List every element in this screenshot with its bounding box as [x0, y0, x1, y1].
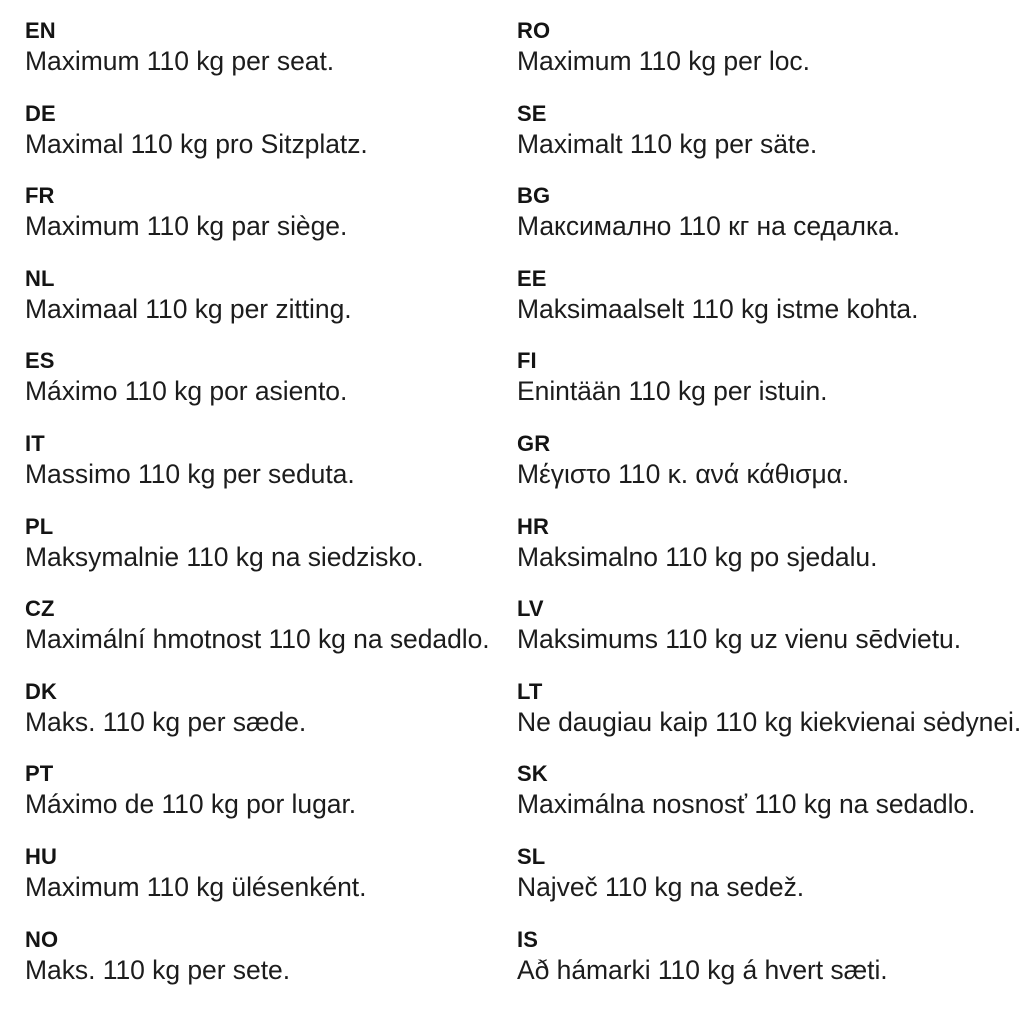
language-entry: GR Μέγιστο 110 κ. ανά κάθισμα. — [517, 431, 1024, 514]
language-text: Maksimums 110 kg uz vienu sēdvietu. — [517, 624, 962, 655]
language-entry: RO Maximum 110 kg per loc. — [517, 18, 1024, 101]
language-entry: DK Maks. 110 kg per sæde. — [25, 679, 517, 762]
language-code: BG — [517, 183, 551, 209]
language-entry: HU Maximum 110 kg ülésenként. — [25, 844, 517, 927]
language-code: HU — [25, 843, 57, 869]
language-entry: PT Máximo de 110 kg por lugar. — [25, 761, 517, 844]
language-entry: NL Maximaal 110 kg per zitting. — [25, 266, 517, 349]
language-text: Maximal 110 kg pro Sitzplatz. — [25, 128, 368, 159]
language-entry: FR Maximum 110 kg par siège. — [25, 183, 517, 266]
language-entry: EE Maksimaalselt 110 kg istme kohta. — [517, 266, 1024, 349]
language-code: DE — [25, 100, 56, 126]
language-code: SK — [517, 761, 548, 787]
language-code: IT — [25, 430, 45, 456]
language-entry: DE Maximal 110 kg pro Sitzplatz. — [25, 101, 517, 184]
language-code: RO — [517, 18, 551, 43]
language-entry: SL Največ 110 kg na sedež. — [517, 844, 1024, 927]
language-text: Maximaal 110 kg per zitting. — [25, 293, 352, 324]
language-code: CZ — [25, 596, 55, 622]
language-entry: ES Máximo 110 kg por asiento. — [25, 348, 517, 431]
language-entry: IT Massimo 110 kg per seduta. — [25, 431, 517, 514]
language-code: PL — [25, 513, 54, 539]
language-code: DK — [25, 678, 57, 704]
language-text: Maks. 110 kg per sete. — [25, 954, 291, 985]
language-code: GR — [517, 430, 551, 456]
language-text: Maksymalnie 110 kg na siedzisko. — [25, 541, 424, 572]
language-entry: HR Maksimalno 110 kg po sjedalu. — [517, 514, 1024, 597]
language-code: EE — [517, 265, 547, 291]
language-text: Massimo 110 kg per seduta. — [25, 458, 355, 489]
language-code: LT — [517, 678, 543, 704]
language-entry: SE Maximalt 110 kg per säte. — [517, 101, 1024, 184]
language-entry: LT Ne daugiau kaip 110 kg kiekvienai sėd… — [517, 679, 1024, 762]
language-text: Máximo 110 kg por asiento. — [25, 376, 348, 407]
language-entry: NO Maks. 110 kg per sete. — [25, 927, 517, 1010]
language-code: NL — [25, 265, 55, 291]
language-code: ES — [25, 348, 55, 374]
language-text: Maksimalno 110 kg po sjedalu. — [517, 541, 878, 572]
language-entry: IS Að hámarki 110 kg á hvert sæti. — [517, 927, 1024, 1010]
language-text: Maks. 110 kg per sæde. — [25, 706, 307, 737]
language-text: Maximálna nosnosť 110 kg na sedadlo. — [517, 789, 976, 820]
language-text: Največ 110 kg na sedež. — [517, 871, 805, 902]
right-column: RO Maximum 110 kg per loc. SE Maximalt 1… — [517, 18, 1024, 1024]
language-text: Maximum 110 kg par siège. — [25, 211, 348, 242]
language-entry: LV Maksimums 110 kg uz vienu sēdvietu. — [517, 596, 1024, 679]
language-code: SL — [517, 843, 546, 869]
language-text: Maximum 110 kg ülésenként. — [25, 871, 367, 902]
left-column: EN Maximum 110 kg per seat. DE Maximal 1… — [25, 18, 517, 1024]
language-text: Enintään 110 kg per istuin. — [517, 376, 828, 407]
language-code: SE — [517, 100, 547, 126]
language-text: Máximo de 110 kg por lugar. — [25, 789, 357, 820]
language-code: IS — [517, 926, 538, 952]
language-entry: BG Максимално 110 кг на седалка. — [517, 183, 1024, 266]
language-code: FI — [517, 348, 537, 374]
language-text: Максимално 110 кг на седалка. — [517, 211, 901, 242]
language-code: LV — [517, 596, 544, 622]
language-code: PT — [25, 761, 54, 787]
language-code: NO — [25, 926, 59, 952]
language-text: Að hámarki 110 kg á hvert sæti. — [517, 954, 888, 985]
language-text: Ne daugiau kaip 110 kg kiekvienai sėdyne… — [517, 706, 1022, 737]
language-text: Maximum 110 kg per seat. — [25, 46, 335, 76]
language-entry: SK Maximálna nosnosť 110 kg na sedadlo. — [517, 761, 1024, 844]
language-text: Maximalt 110 kg per säte. — [517, 128, 818, 159]
language-text: Maximum 110 kg per loc. — [517, 46, 810, 76]
language-text: Μέγιστο 110 κ. ανά κάθισμα. — [517, 458, 850, 489]
language-code: FR — [25, 183, 55, 209]
language-entry: FI Enintään 110 kg per istuin. — [517, 348, 1024, 431]
language-code: HR — [517, 513, 549, 539]
language-entry: EN Maximum 110 kg per seat. — [25, 18, 517, 101]
language-code: EN — [25, 18, 56, 43]
language-text: Maximální hmotnost 110 kg na sedadlo. — [25, 624, 490, 655]
language-text: Maksimaalselt 110 kg istme kohta. — [517, 293, 919, 324]
language-entry: CZ Maximální hmotnost 110 kg na sedadlo. — [25, 596, 517, 679]
language-entry: PL Maksymalnie 110 kg na siedzisko. — [25, 514, 517, 597]
